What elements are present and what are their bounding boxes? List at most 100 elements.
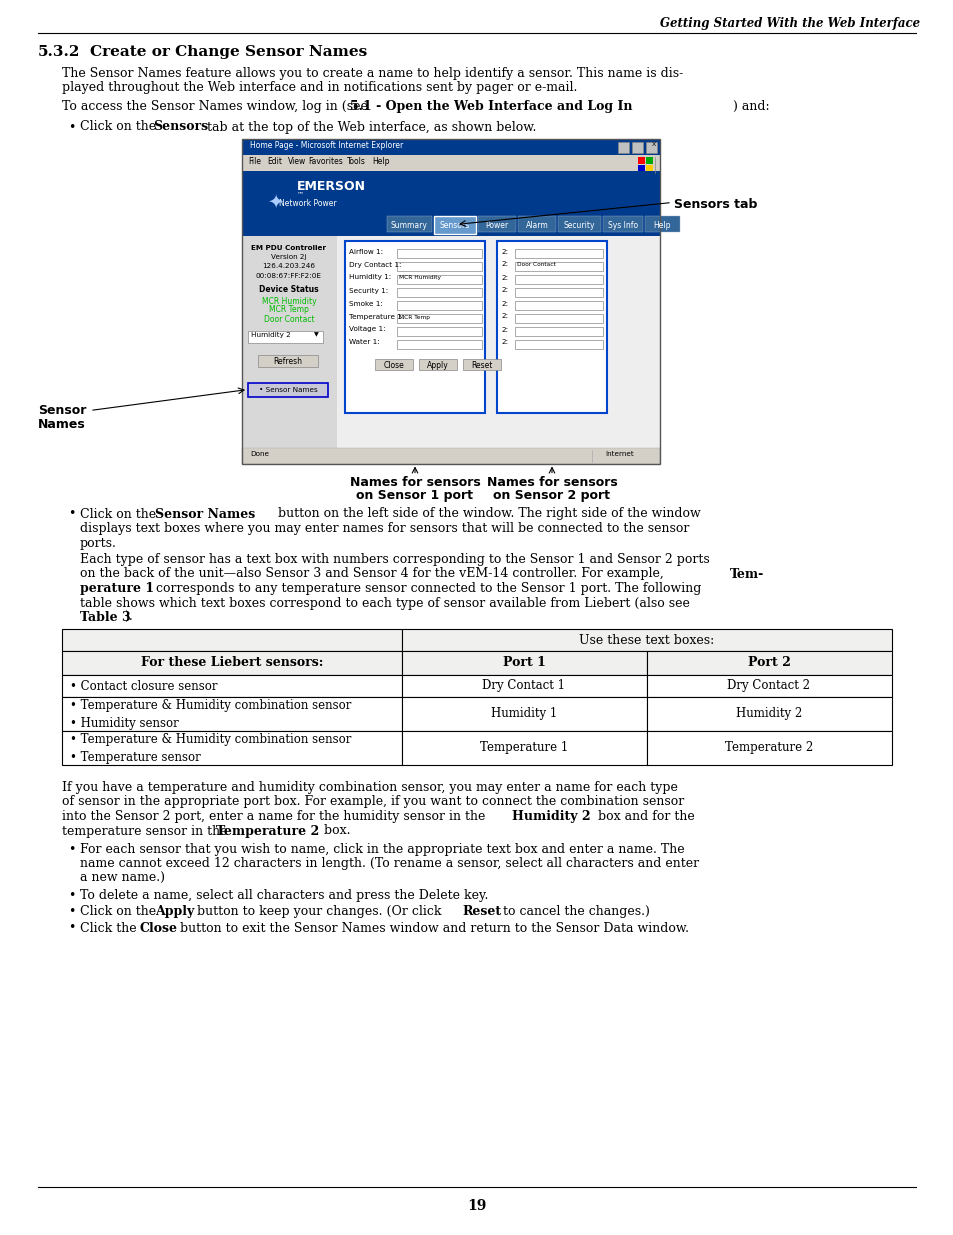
Text: Temperature 2: Temperature 2: [215, 825, 319, 837]
Text: •: •: [68, 121, 75, 133]
FancyBboxPatch shape: [646, 697, 891, 731]
Text: Getting Started With the Web Interface: Getting Started With the Web Interface: [659, 17, 919, 30]
FancyBboxPatch shape: [242, 236, 336, 447]
Text: Security 1:: Security 1:: [349, 288, 388, 294]
Text: MCR Humidity: MCR Humidity: [261, 296, 316, 305]
Text: • Sensor Names: • Sensor Names: [258, 387, 317, 393]
Text: Create or Change Sensor Names: Create or Change Sensor Names: [90, 44, 367, 59]
Text: Reset: Reset: [471, 361, 492, 369]
Text: •: •: [68, 844, 75, 856]
Text: • Temperature & Humidity combination sensor
• Temperature sensor: • Temperature & Humidity combination sen…: [70, 732, 351, 763]
FancyBboxPatch shape: [62, 697, 401, 731]
FancyBboxPatch shape: [477, 215, 516, 231]
FancyBboxPatch shape: [645, 164, 652, 172]
FancyBboxPatch shape: [242, 447, 659, 463]
Text: Security: Security: [562, 221, 594, 231]
Text: Alarm: Alarm: [525, 221, 548, 231]
Text: 126.4.203.246: 126.4.203.246: [262, 263, 315, 269]
FancyBboxPatch shape: [401, 697, 646, 731]
FancyBboxPatch shape: [345, 241, 484, 412]
FancyBboxPatch shape: [242, 236, 659, 447]
Text: Names: Names: [38, 417, 86, 431]
Text: 00:08:67:FF:F2:0E: 00:08:67:FF:F2:0E: [255, 273, 322, 279]
Text: Close: Close: [383, 361, 404, 369]
FancyBboxPatch shape: [62, 629, 401, 651]
Text: EMERSON: EMERSON: [296, 180, 366, 194]
Text: Device Status: Device Status: [259, 284, 318, 294]
Text: Smoke 1:: Smoke 1:: [349, 300, 382, 306]
Text: Sensor: Sensor: [38, 404, 87, 416]
Text: The Sensor Names feature allows you to create a name to help identify a sensor. : The Sensor Names feature allows you to c…: [62, 67, 682, 80]
FancyBboxPatch shape: [515, 274, 602, 284]
Text: Door Contact: Door Contact: [263, 315, 314, 324]
Text: box.: box.: [319, 825, 350, 837]
FancyBboxPatch shape: [646, 651, 891, 676]
Text: Humidity 2: Humidity 2: [512, 810, 590, 823]
Text: name cannot exceed 12 characters in length. (To rename a sensor, select all char: name cannot exceed 12 characters in leng…: [80, 857, 699, 871]
Text: ▼: ▼: [314, 332, 318, 337]
Text: To access the Sensor Names window, log in (see: To access the Sensor Names window, log i…: [62, 100, 372, 112]
Text: table shows which text boxes correspond to each type of sensor available from Li: table shows which text boxes correspond …: [80, 597, 689, 610]
Text: Humidity 2: Humidity 2: [735, 708, 801, 720]
Text: 2:: 2:: [500, 248, 508, 254]
Text: Dry Contact 1: Dry Contact 1: [482, 679, 565, 693]
Text: View: View: [288, 157, 306, 165]
Text: Each type of sensor has a text box with numbers corresponding to the Sensor 1 an: Each type of sensor has a text box with …: [80, 553, 709, 566]
Text: temperature sensor in the: temperature sensor in the: [62, 825, 232, 837]
FancyBboxPatch shape: [242, 170, 659, 236]
Text: •: •: [68, 888, 75, 902]
Text: Temperature 1:: Temperature 1:: [349, 314, 404, 320]
FancyBboxPatch shape: [515, 288, 602, 296]
Text: Edit: Edit: [267, 157, 282, 165]
Text: of sensor in the appropriate port box. For example, if you want to connect the c: of sensor in the appropriate port box. F…: [62, 795, 683, 809]
Text: File: File: [248, 157, 261, 165]
Text: button on the left side of the window. The right side of the window: button on the left side of the window. T…: [274, 508, 700, 520]
Text: on Sensor 2 port: on Sensor 2 port: [493, 489, 610, 503]
Text: 2:: 2:: [500, 326, 508, 332]
Text: Names for sensors: Names for sensors: [486, 475, 617, 489]
FancyBboxPatch shape: [242, 154, 659, 170]
FancyBboxPatch shape: [396, 314, 481, 322]
Text: Network Power: Network Power: [278, 199, 336, 207]
FancyBboxPatch shape: [644, 215, 679, 231]
Text: Dry Contact 2: Dry Contact 2: [727, 679, 810, 693]
FancyBboxPatch shape: [418, 358, 456, 369]
FancyBboxPatch shape: [515, 262, 602, 270]
FancyBboxPatch shape: [396, 326, 481, 336]
Text: Help: Help: [653, 221, 670, 231]
FancyBboxPatch shape: [396, 340, 481, 348]
FancyBboxPatch shape: [401, 676, 646, 697]
FancyBboxPatch shape: [645, 157, 652, 163]
Text: Water 1:: Water 1:: [349, 340, 379, 346]
Text: For each sensor that you wish to name, click in the appropriate text box and ent: For each sensor that you wish to name, c…: [80, 844, 684, 856]
FancyBboxPatch shape: [462, 358, 500, 369]
FancyBboxPatch shape: [638, 164, 644, 172]
Text: Click on the: Click on the: [80, 121, 160, 133]
Text: to cancel the changes.): to cancel the changes.): [498, 905, 649, 918]
Text: Sensors: Sensors: [439, 221, 470, 231]
FancyBboxPatch shape: [558, 215, 600, 231]
FancyBboxPatch shape: [646, 731, 891, 764]
Text: on the back of the unit—also Sensor 3 and Sensor 4 for the vEM-14 controller. Fo: on the back of the unit—also Sensor 3 an…: [80, 568, 667, 580]
Text: Power: Power: [485, 221, 508, 231]
Text: displays text boxes where you may enter names for sensors that will be connected: displays text boxes where you may enter …: [80, 522, 689, 535]
Text: ).: ).: [124, 611, 132, 624]
FancyBboxPatch shape: [62, 676, 401, 697]
Text: ports.: ports.: [80, 536, 117, 550]
Text: Close: Close: [140, 921, 178, 935]
Text: perature 1: perature 1: [80, 582, 154, 595]
Text: Use these text boxes:: Use these text boxes:: [578, 634, 714, 646]
FancyBboxPatch shape: [387, 215, 432, 231]
Text: button to keep your changes. (Or click: button to keep your changes. (Or click: [193, 905, 445, 918]
Text: tab at the top of the Web interface, as shown below.: tab at the top of the Web interface, as …: [203, 121, 536, 133]
Text: Sys Info: Sys Info: [607, 221, 638, 231]
FancyBboxPatch shape: [631, 142, 642, 152]
FancyBboxPatch shape: [396, 300, 481, 310]
Text: 5.3.2: 5.3.2: [38, 44, 80, 59]
Text: •: •: [68, 921, 75, 935]
Text: 2:: 2:: [500, 288, 508, 294]
Text: ✦: ✦: [267, 193, 283, 211]
Text: Humidity 2: Humidity 2: [251, 332, 291, 338]
FancyBboxPatch shape: [396, 288, 481, 296]
Text: •: •: [68, 905, 75, 918]
